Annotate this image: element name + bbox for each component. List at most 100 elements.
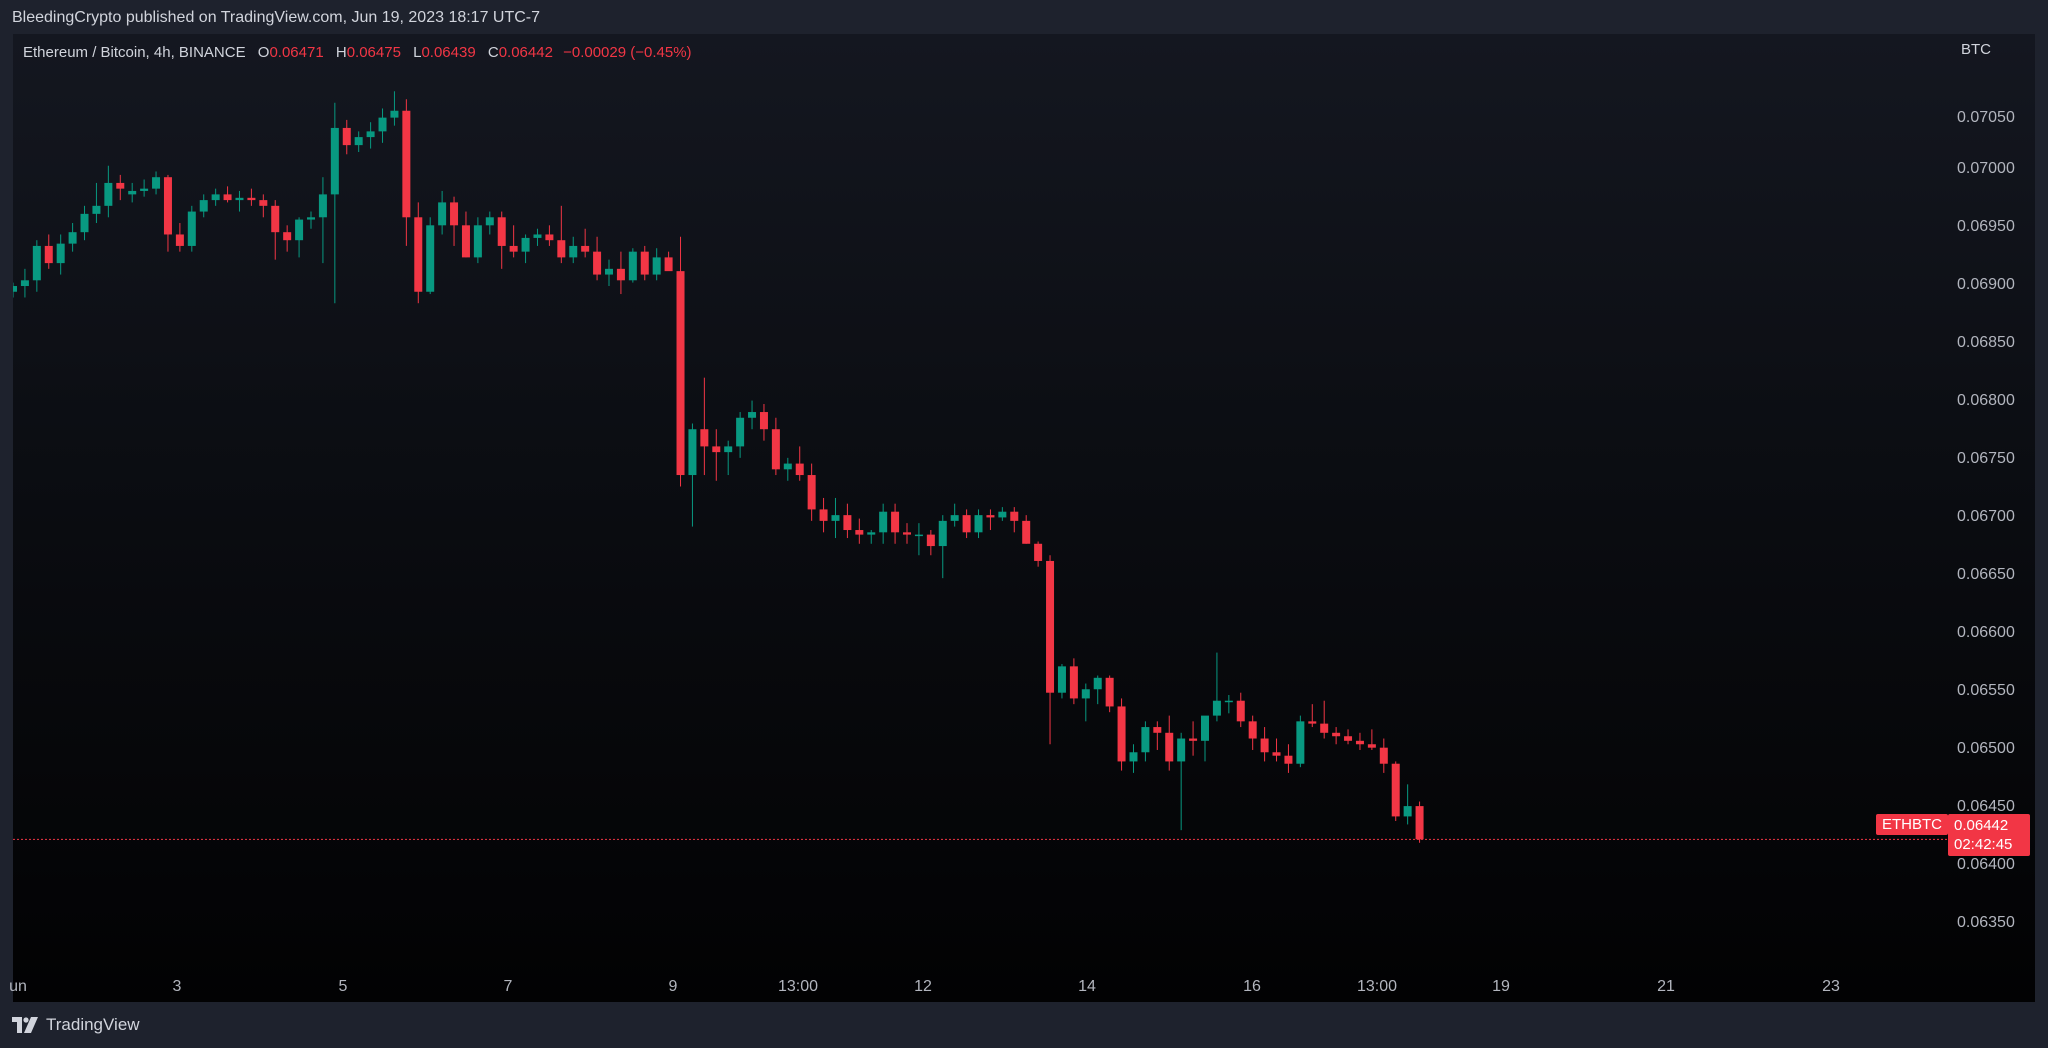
candle-body <box>1332 732 1341 737</box>
candle-body <box>318 194 327 218</box>
bar-countdown: 02:42:45 <box>1954 836 2013 853</box>
candle <box>199 194 208 218</box>
x-tick-label: 13:00 <box>1356 978 1398 995</box>
y-tick-label: 0.06500 <box>1957 740 2015 757</box>
candle <box>485 211 494 235</box>
y-tick-label: 0.07000 <box>1957 160 2015 177</box>
candle-body <box>903 532 911 535</box>
candle-body <box>223 194 232 201</box>
candle <box>1224 694 1233 714</box>
candle-body <box>450 202 459 226</box>
candle <box>426 217 435 295</box>
y-tick-label: 0.06450 <box>1957 798 2015 815</box>
tradingview-logo[interactable]: TradingView <box>12 1015 140 1035</box>
candle <box>759 404 768 441</box>
candle <box>116 174 125 201</box>
candle <box>318 177 327 264</box>
y-tick-label: 0.06750 <box>1957 450 2015 467</box>
open-label: O <box>257 44 270 61</box>
ohlc-legend: Ethereum / Bitcoin, 4h, BINANCE O0.06471… <box>23 44 692 61</box>
candle <box>68 223 77 252</box>
candle-body <box>187 211 196 246</box>
candle-body <box>1129 752 1138 762</box>
candle <box>736 412 745 458</box>
candle <box>295 217 304 258</box>
candle-body <box>891 511 900 533</box>
candle-body <box>1296 721 1305 764</box>
candle-body <box>831 515 840 521</box>
close-value: 0.06442 <box>498 44 553 61</box>
candle <box>843 503 852 539</box>
candle <box>450 196 459 246</box>
candle-body <box>1046 560 1055 693</box>
candle <box>1320 700 1329 739</box>
candle-body <box>116 182 125 189</box>
candle-body <box>497 217 506 246</box>
candle <box>1046 555 1055 745</box>
candle <box>914 523 923 556</box>
candle <box>223 186 232 203</box>
candle <box>461 211 470 258</box>
candle <box>163 174 172 252</box>
candle <box>1272 738 1281 762</box>
candle <box>1367 729 1376 750</box>
candle-body <box>998 511 1007 518</box>
candle-body <box>593 251 602 275</box>
candle-body <box>628 251 637 281</box>
y-tick-label: 0.06850 <box>1957 334 2015 351</box>
candle <box>664 251 673 272</box>
candle-body <box>783 463 792 470</box>
candle <box>1105 675 1114 713</box>
candle <box>13 282 17 298</box>
candle-body <box>390 110 399 118</box>
low-value: 0.06439 <box>421 44 476 61</box>
candle <box>1010 507 1019 533</box>
candle-body <box>163 177 172 235</box>
candle-body <box>950 515 959 521</box>
candle-body <box>402 110 411 218</box>
instrument-title: Ethereum / Bitcoin, 4h, BINANCE <box>23 44 246 61</box>
candle-body <box>879 511 888 533</box>
candle-body <box>1081 689 1090 699</box>
candle <box>855 518 864 544</box>
candle <box>56 234 65 275</box>
candle-body <box>521 237 530 252</box>
candle <box>175 223 184 252</box>
candlestick-chart[interactable] <box>13 34 2035 1002</box>
attribution-bar: BleedingCrypto published on TradingView.… <box>0 0 2048 34</box>
y-tick-label: 0.06400 <box>1957 856 2015 873</box>
candle <box>1403 784 1412 825</box>
candle <box>581 228 590 258</box>
candle <box>879 503 888 544</box>
candle-body <box>56 243 65 264</box>
candle-body <box>473 225 482 258</box>
candle <box>783 457 792 481</box>
chart-area[interactable]: Ethereum / Bitcoin, 4h, BINANCE O0.06471… <box>9 34 2035 1002</box>
candle-body <box>1284 755 1293 764</box>
candle <box>152 171 161 195</box>
candle-body <box>533 234 542 238</box>
candle <box>1022 515 1031 544</box>
candle <box>80 205 89 241</box>
candle <box>926 530 935 556</box>
candle <box>104 165 113 218</box>
candle-body <box>843 515 852 531</box>
candle-body <box>1308 721 1317 724</box>
candle-body <box>235 197 244 201</box>
candle <box>1391 761 1400 822</box>
candle <box>938 515 947 579</box>
candle-body <box>199 200 208 212</box>
candle <box>1189 721 1198 756</box>
candle <box>1117 698 1126 771</box>
candle <box>271 200 280 260</box>
x-tick-label: 14 <box>1078 978 1096 995</box>
candle <box>521 234 530 264</box>
candle-body <box>128 190 137 195</box>
candle-body <box>664 257 673 272</box>
candle <box>557 205 566 264</box>
candle-body <box>485 217 494 226</box>
candle <box>795 446 804 481</box>
candle-body <box>307 217 315 220</box>
candle <box>211 188 220 206</box>
candle <box>1284 744 1293 773</box>
